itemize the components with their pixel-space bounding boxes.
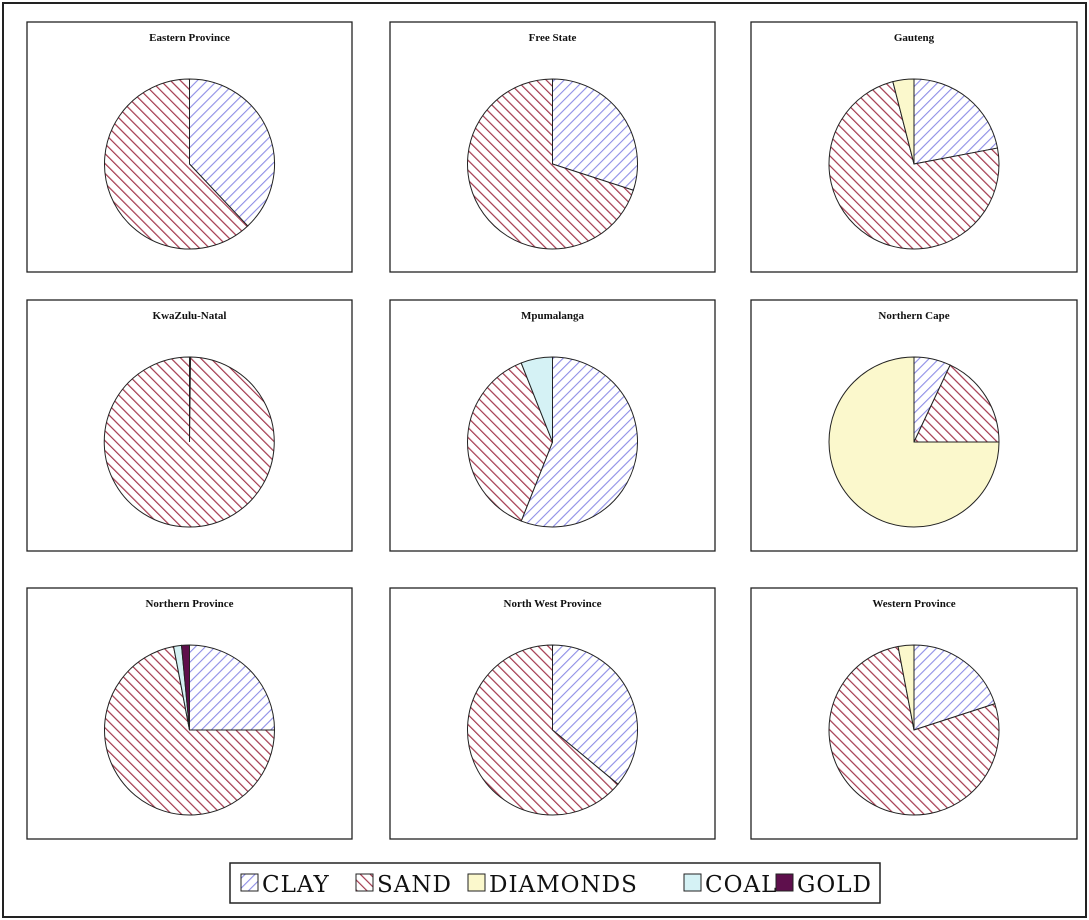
pie-slice-clay [913,78,999,165]
pie-slice-diamonds [897,644,915,731]
panels-layer: Eastern Province Free State Gauteng KwaZulu… [26,21,1078,840]
pie-slice-clay [913,644,996,731]
chart-title: Mpumalanga [521,310,584,322]
chart-title: Northern Cape [878,310,949,322]
chart-panel-mpumalanga: Mpumalanga [389,299,716,552]
legend-item-clay: CLAY [240,872,330,898]
chart-panel-free-state: Free State [389,21,716,273]
pie-slice-clay [189,644,276,731]
legend-label-gold: GOLD [797,872,872,898]
pie-slice-sand [467,78,634,250]
pie-slice-clay [552,644,638,785]
pie-slice-clay [520,356,638,528]
chart-title: Western Province [872,598,955,610]
pie-slice-diamonds [892,78,915,165]
pie-slice-sand [103,356,275,528]
pie-slice-diamonds [828,356,1000,528]
legend-label-clay: CLAY [262,872,330,898]
pie-slice-sand [467,362,554,522]
chart-title: Northern Province [145,598,233,610]
chart-title: KwaZulu-Natal [153,310,227,322]
pie-slice-clay [552,78,638,191]
pie-slice-coal [520,356,553,443]
chart-panel-kwazulu-natal: KwaZulu-Natal [26,299,353,552]
legend-item-diamonds: DIAMONDS [467,872,638,898]
legend-swatch-clay [240,873,259,892]
legend-label-diamonds: DIAMONDS [489,872,638,898]
legend-swatch-coal [683,873,702,892]
legend-box [229,862,881,904]
chart-panel-northern-province: Northern Province [26,587,353,840]
legend-swatch-diamonds [467,873,486,892]
legend-swatch-gold [775,873,794,892]
legend-label-sand: SAND [377,872,452,898]
pie-slice-sand [913,364,1000,443]
pie-slice-clay [189,78,275,227]
legend-label-coal: COAL [705,872,777,898]
legend-swatch-sand [355,873,374,892]
chart-panel-north-west-province: North West Province [389,587,716,840]
chart-panel-northern-cape: Northern Cape [750,299,1078,552]
pie-slice-sand [467,644,619,816]
chart-title: North West Province [504,598,602,610]
legend-item-gold: GOLD [775,872,872,898]
chart-title: Eastern Province [149,32,230,44]
legend-item-sand: SAND [355,872,452,898]
pie-slice-sand [828,81,1000,250]
pie-slice-sand [828,645,1000,816]
chart-title: Free State [529,32,577,44]
pie-slice-sand [104,645,276,816]
pie-slice-gold [180,644,190,731]
chart-panel-western-province: Western Province [750,587,1078,840]
legend: CLAY SAND DIAMONDS COAL GOLD [229,862,881,904]
chart-panel-gauteng: Gauteng [750,21,1078,273]
legend-item-coal: COAL [683,872,777,898]
chart-panel-eastern-province: Eastern Province [26,21,353,273]
pie-slice-sand [104,78,249,250]
chart-title: Gauteng [894,32,935,44]
